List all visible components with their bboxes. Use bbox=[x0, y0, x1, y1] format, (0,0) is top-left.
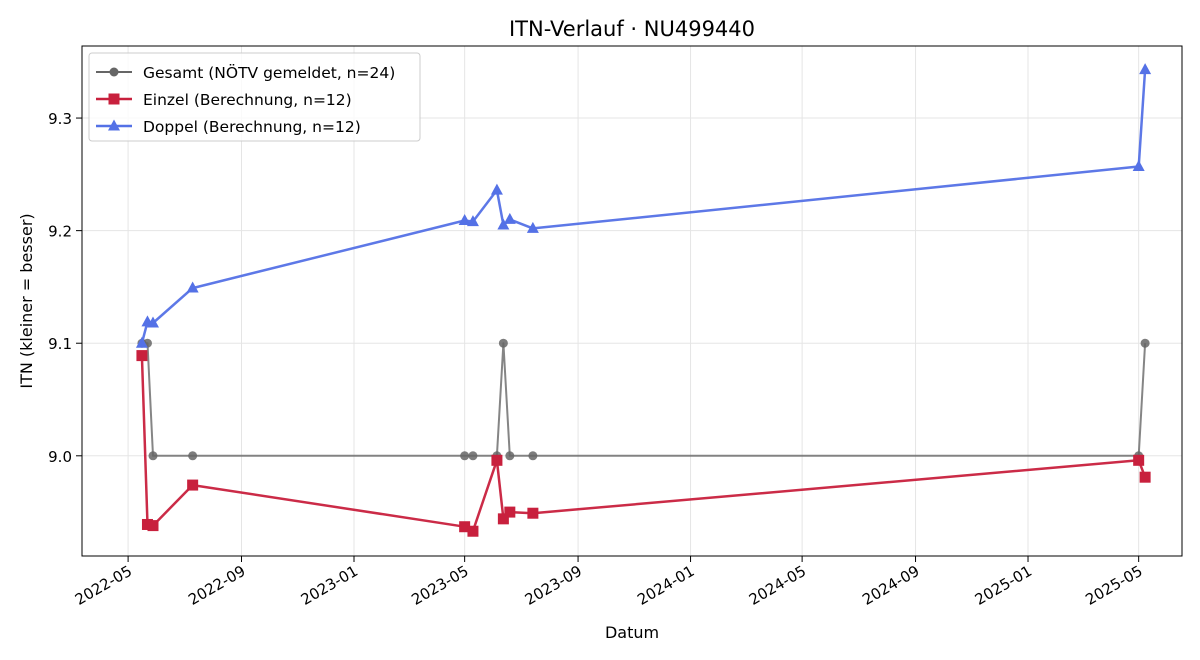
data-point bbox=[497, 513, 509, 525]
data-point bbox=[148, 451, 158, 461]
series-triangle bbox=[135, 63, 1152, 348]
data-point bbox=[527, 507, 539, 519]
x-axis-label: Datum bbox=[605, 623, 659, 642]
data-point bbox=[1140, 338, 1150, 348]
data-point bbox=[497, 218, 510, 230]
data-point bbox=[528, 451, 538, 461]
data-point bbox=[491, 454, 503, 466]
data-point bbox=[187, 479, 199, 491]
data-point bbox=[1132, 159, 1145, 171]
data-point bbox=[526, 221, 539, 233]
data-point bbox=[1139, 63, 1152, 75]
legend-swatch-marker bbox=[108, 93, 120, 105]
data-point bbox=[460, 451, 470, 461]
legend: Gesamt (NÖTV gemeldet, n=24) Einzel (Bere… bbox=[88, 52, 421, 142]
data-point bbox=[147, 520, 159, 532]
plot-area-frame bbox=[81, 45, 1183, 557]
y-tick-label: 9.3 bbox=[48, 110, 72, 128]
chart-title: ITN-Verlauf · NU499440 bbox=[509, 17, 755, 41]
data-point bbox=[490, 183, 503, 195]
legend-label: Gesamt (NÖTV gemeldet, n=24) bbox=[143, 63, 395, 82]
data-point bbox=[458, 214, 471, 226]
data-point bbox=[467, 525, 479, 537]
data-point bbox=[468, 451, 478, 461]
data-point bbox=[504, 506, 516, 518]
data-point bbox=[498, 338, 508, 348]
data-point bbox=[503, 212, 516, 224]
y-tick-label: 9.2 bbox=[48, 223, 72, 241]
legend-label: Doppel (Berechnung, n=12) bbox=[143, 118, 361, 136]
legend-swatch-marker bbox=[108, 119, 120, 131]
series-line bbox=[141, 342, 1147, 457]
data-point bbox=[1139, 471, 1151, 483]
data-point bbox=[459, 521, 471, 533]
legend-label: Einzel (Berechnung, n=12) bbox=[143, 91, 352, 109]
legend-swatch-marker bbox=[109, 67, 119, 77]
data-point bbox=[186, 281, 199, 293]
series bbox=[135, 63, 1152, 537]
grid bbox=[82, 46, 1182, 556]
data-point bbox=[466, 215, 479, 227]
y-tick-label: 9.1 bbox=[48, 335, 72, 353]
data-point bbox=[505, 451, 515, 461]
y-axis: 9.0 9.1 9.2 9.3 bbox=[48, 110, 82, 466]
y-tick-label: 9.0 bbox=[48, 448, 72, 466]
data-point bbox=[146, 316, 159, 328]
data-point bbox=[135, 336, 148, 348]
series-square bbox=[136, 350, 1151, 537]
data-point bbox=[141, 518, 153, 530]
data-point bbox=[136, 350, 148, 362]
data-point bbox=[188, 451, 198, 461]
legend-frame bbox=[88, 52, 421, 142]
y-axis-label: ITN (kleiner = besser) bbox=[17, 213, 36, 388]
data-point bbox=[1133, 454, 1145, 466]
